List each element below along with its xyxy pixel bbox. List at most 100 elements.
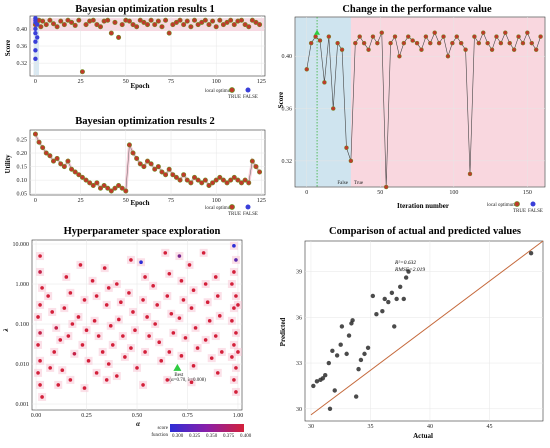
data-point — [236, 350, 240, 354]
x-tick-label: 100 — [212, 79, 221, 85]
data-point-true — [69, 19, 75, 25]
data-point — [317, 38, 323, 43]
data-point — [454, 34, 460, 39]
data-point-true — [94, 22, 100, 28]
y-axis-label: Predicted — [279, 318, 287, 347]
true-region — [350, 17, 545, 187]
data-point — [179, 354, 184, 358]
data-point — [308, 40, 314, 46]
data-point — [326, 360, 331, 366]
data-point-true — [213, 24, 219, 30]
data-point-true — [173, 174, 179, 180]
y-tick-label: 30 — [296, 407, 302, 413]
data-point — [36, 371, 40, 375]
actual-vs-predicted-chart: Comparison of actual and predicted value… — [279, 226, 544, 440]
data-point — [403, 275, 409, 280]
data-point-true — [61, 164, 67, 170]
data-point-false — [33, 30, 38, 36]
data-point — [141, 298, 145, 302]
data-point-true — [40, 18, 46, 24]
data-point-true — [119, 22, 125, 28]
data-point — [379, 30, 385, 35]
data-point — [217, 314, 222, 318]
data-point-true — [148, 161, 154, 167]
data-point-true — [217, 17, 223, 23]
data-point — [353, 40, 358, 46]
data-point — [230, 282, 234, 286]
data-point-true — [54, 24, 60, 30]
y-tick-label: 0.32 — [282, 159, 293, 165]
data-point-true — [163, 17, 169, 23]
y-axis-label: λ — [2, 328, 10, 332]
colorbar-tick-label: 0.300 — [172, 434, 184, 439]
data-point-true — [159, 169, 165, 175]
data-point — [215, 371, 220, 375]
legend-false-marker — [245, 87, 251, 93]
data-point — [232, 378, 236, 382]
data-point — [234, 331, 238, 335]
chart-title: Hyperparameter space exploration — [64, 226, 221, 237]
data-point-false — [33, 39, 38, 44]
data-point — [335, 40, 340, 46]
data-point — [326, 34, 332, 39]
data-point — [56, 383, 61, 387]
data-point — [66, 334, 71, 338]
data-point-true — [79, 174, 85, 180]
y-axis-label: Utility — [4, 154, 12, 174]
legend-true-label: TRUE — [228, 95, 241, 100]
data-point-true — [126, 142, 132, 148]
y-tick-label: 0.40 — [282, 54, 293, 60]
data-point-true — [130, 150, 136, 156]
data-point-true — [43, 150, 49, 156]
data-point — [36, 315, 40, 319]
colorbar-tick-label: 0.325 — [189, 434, 201, 439]
data-point — [334, 353, 340, 358]
data-point — [60, 368, 65, 372]
data-point — [392, 34, 398, 39]
colorbar-ticks: 0.300 0.325 0.350 0.375 0.400 — [172, 434, 252, 439]
data-point — [313, 34, 318, 39]
data-point-true — [108, 188, 114, 194]
data-point — [143, 350, 147, 354]
data-point-true — [199, 19, 205, 25]
data-point-true — [228, 17, 234, 23]
data-point — [165, 294, 170, 298]
data-point — [389, 290, 395, 296]
data-point — [215, 294, 220, 298]
data-point-true — [188, 180, 194, 186]
y-tick-label: 0.100 — [16, 322, 30, 328]
data-point — [82, 386, 87, 390]
data-point-true — [112, 185, 118, 191]
chart-title: Bayesian optimization results 2 — [75, 116, 215, 127]
data-point-true — [123, 188, 129, 194]
y-tick-label: 0.20 — [17, 151, 28, 157]
data-point-true — [220, 22, 226, 28]
data-point-true — [65, 17, 71, 23]
data-point — [398, 284, 403, 289]
data-point — [52, 350, 57, 354]
data-point — [311, 383, 316, 389]
false-region-label: False — [337, 181, 348, 186]
data-point — [139, 260, 143, 265]
data-point — [445, 53, 451, 59]
data-point — [191, 288, 196, 292]
hyperparameter-space-chart: Hyperparameter space exploration Best(α=… — [2, 226, 252, 439]
data-point — [498, 40, 504, 46]
data-point — [374, 312, 379, 317]
x-tick-label: 75 — [168, 198, 174, 204]
data-point-true — [72, 169, 78, 175]
data-point — [382, 296, 387, 302]
data-point-true — [76, 17, 82, 23]
data-point — [232, 343, 236, 347]
data-point-true — [83, 177, 89, 183]
data-point — [92, 319, 97, 323]
data-point-true — [170, 172, 176, 178]
data-point — [358, 357, 364, 363]
data-point-true — [210, 180, 216, 186]
colorbar-tick-label: 0.350 — [206, 434, 218, 439]
data-point — [78, 263, 83, 267]
data-point-true — [199, 180, 205, 186]
data-point-true — [206, 22, 212, 28]
legend-true-label: TRUE — [228, 212, 241, 217]
r2-annotation: R²=0.632 — [394, 260, 416, 266]
